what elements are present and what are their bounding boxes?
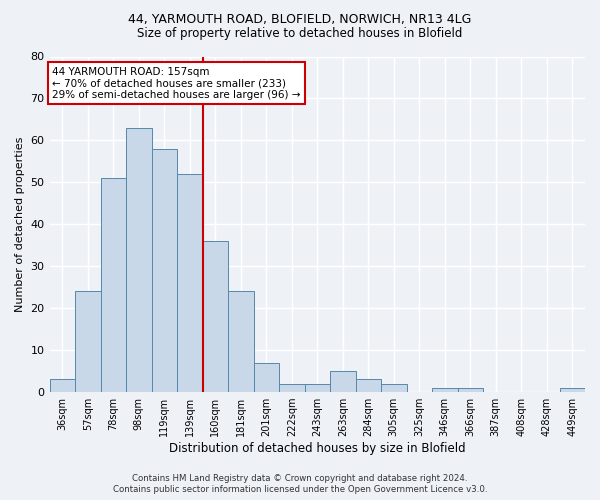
Bar — [279, 384, 305, 392]
Bar — [50, 380, 75, 392]
Bar — [330, 371, 356, 392]
Bar — [432, 388, 458, 392]
Bar — [381, 384, 407, 392]
Bar — [203, 241, 228, 392]
Text: Size of property relative to detached houses in Blofield: Size of property relative to detached ho… — [137, 28, 463, 40]
Text: Contains HM Land Registry data © Crown copyright and database right 2024.
Contai: Contains HM Land Registry data © Crown c… — [113, 474, 487, 494]
Bar — [177, 174, 203, 392]
Text: 44, YARMOUTH ROAD, BLOFIELD, NORWICH, NR13 4LG: 44, YARMOUTH ROAD, BLOFIELD, NORWICH, NR… — [128, 12, 472, 26]
Bar — [152, 149, 177, 392]
Bar — [560, 388, 585, 392]
Bar — [254, 362, 279, 392]
Bar — [458, 388, 483, 392]
Bar — [126, 128, 152, 392]
Bar — [75, 292, 101, 392]
Bar — [101, 178, 126, 392]
Bar — [228, 292, 254, 392]
Text: 44 YARMOUTH ROAD: 157sqm
← 70% of detached houses are smaller (233)
29% of semi-: 44 YARMOUTH ROAD: 157sqm ← 70% of detach… — [52, 66, 301, 100]
X-axis label: Distribution of detached houses by size in Blofield: Distribution of detached houses by size … — [169, 442, 466, 455]
Bar — [356, 380, 381, 392]
Bar — [305, 384, 330, 392]
Y-axis label: Number of detached properties: Number of detached properties — [15, 136, 25, 312]
